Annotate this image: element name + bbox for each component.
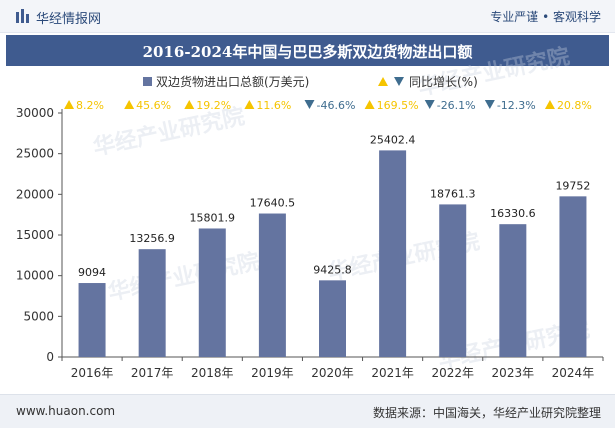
growth-down-icon (424, 100, 435, 109)
legend-up-triangle (378, 77, 388, 86)
x-tick-label: 2020年 (311, 366, 354, 380)
brand-name: 华经情报网 (36, 12, 102, 27)
growth-label: -12.3% (497, 99, 536, 112)
watermark-text: 华经产业研究院 (416, 43, 572, 100)
growth-label: 45.6% (136, 99, 171, 112)
data-source: 数据来源：中国海关，华经产业研究院整理 (372, 406, 601, 420)
bar-value-label: 25402.4 (370, 133, 416, 146)
x-tick-label: 2024年 (552, 366, 595, 380)
growth-up-icon (184, 100, 195, 109)
bar-value-label: 18761.3 (430, 187, 476, 200)
growth-label: -46.6% (317, 99, 356, 112)
y-tick-label: 30000 (16, 106, 54, 120)
bars: 9094 13256.9 15801.9 17640.5 9425.8 25402.4 18… (78, 133, 590, 357)
growth-label: 19.2% (196, 99, 231, 112)
growth-up-icon (364, 100, 375, 109)
title-bar: 2016-2024年中国与巴巴多斯双边货物进出口额 (6, 35, 609, 66)
growth-row: 8.2% 45.6% 19.2% 11.6% -46.6% 169.5% -26.1% -12… (64, 99, 592, 112)
bar-value-label: 9425.8 (313, 263, 352, 276)
bar-value-label: 16330.6 (490, 207, 536, 220)
y-tick-label: 0 (46, 350, 54, 364)
growth-up-icon (544, 100, 555, 109)
bar[interactable] (138, 249, 166, 357)
growth-up-icon (124, 100, 135, 109)
growth-label: 11.6% (256, 99, 291, 112)
x-tick-label: 2019年 (251, 366, 294, 380)
bar[interactable] (258, 213, 286, 357)
growth-down-icon (304, 100, 315, 109)
website-link[interactable]: www.huaon.com (16, 404, 116, 418)
legend: 双边货物进出口总额(万美元) 同比增长(%) (143, 74, 478, 89)
footer: www.huaon.com 数据来源：中国海关，华经产业研究院整理 (0, 394, 615, 428)
y-tick-label: 5000 (23, 309, 54, 323)
tagline: 专业严谨 • 客观科学 (490, 10, 601, 24)
y-tick-label: 10000 (16, 269, 54, 283)
x-tick-label: 2022年 (431, 366, 474, 380)
watermark-text: 华经产业研究院 (106, 248, 262, 305)
legend-bar-label: 双边货物进出口总额(万美元) (156, 74, 309, 89)
growth-label: 20.8% (557, 99, 592, 112)
bar[interactable] (319, 280, 346, 357)
bar-value-label: 19752 (555, 179, 590, 192)
y-tick-label: 20000 (16, 187, 54, 201)
bar-value-label: 17640.5 (250, 197, 296, 210)
logo-icon (16, 9, 29, 23)
bar-value-label: 9094 (78, 266, 106, 279)
bar[interactable] (439, 204, 467, 357)
y-tick-label: 15000 (16, 228, 54, 242)
bar[interactable] (559, 196, 587, 357)
legend-down-triangle (394, 77, 404, 86)
x-tick-label: 2017年 (131, 366, 174, 380)
bar[interactable] (379, 150, 407, 357)
growth-label: -26.1% (437, 99, 476, 112)
bar[interactable] (78, 283, 106, 357)
watermark-text: 华经产业研究院 (91, 103, 247, 160)
y-tick-label: 25000 (16, 147, 54, 161)
bar[interactable] (499, 224, 527, 357)
bar-value-label: 13256.9 (129, 232, 175, 245)
legend-bar-swatch (143, 77, 152, 86)
x-tick-label: 2016年 (71, 366, 114, 380)
bar[interactable] (198, 228, 226, 357)
chart-title: 2016-2024年中国与巴巴多斯双边货物进出口额 (142, 43, 473, 61)
growth-label: 169.5% (377, 99, 419, 112)
legend-growth-label: 同比增长(%) (409, 75, 478, 89)
growth-up-icon (64, 100, 75, 109)
x-tick-label: 2023年 (492, 366, 535, 380)
growth-label: 8.2% (76, 99, 104, 112)
growth-up-icon (244, 100, 255, 109)
growth-down-icon (484, 100, 495, 109)
top-header: 华经情报网 专业严谨 • 客观科学 (0, 0, 615, 33)
x-tick-label: 2021年 (371, 366, 414, 380)
bar-value-label: 15801.9 (190, 211, 236, 224)
x-tick-label: 2018年 (191, 366, 234, 380)
